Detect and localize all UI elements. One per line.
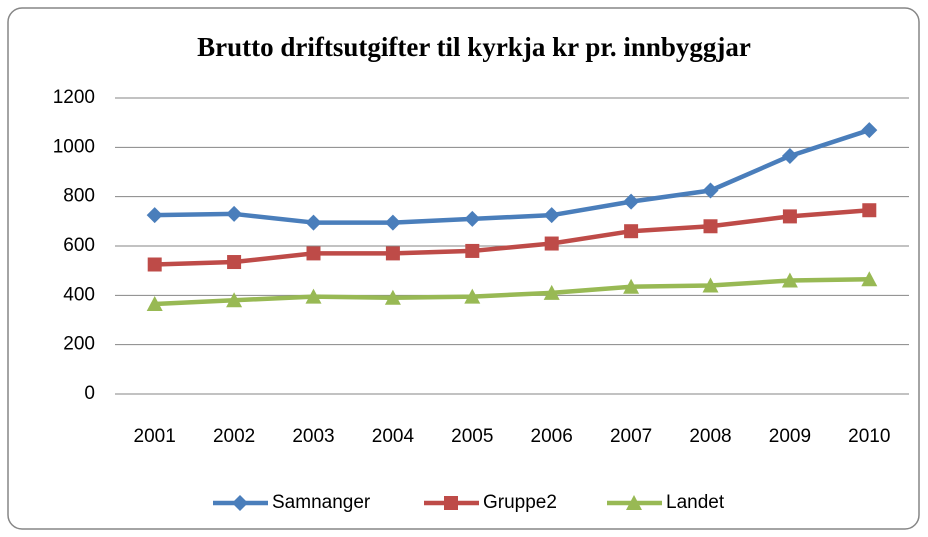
data-point — [146, 207, 163, 224]
series-line — [154, 207, 870, 267]
data-point — [146, 295, 163, 311]
legend-marker — [444, 496, 458, 510]
data-point — [543, 207, 560, 224]
data-point — [781, 272, 798, 288]
data-point — [702, 182, 719, 199]
y-tick-label: 600 — [63, 235, 95, 256]
x-tick-label: 2010 — [848, 426, 890, 447]
x-tick-label: 2009 — [769, 426, 811, 447]
data-point — [782, 209, 797, 224]
data-point — [861, 122, 878, 139]
data-point — [464, 210, 481, 227]
y-tick-label: 1200 — [53, 87, 95, 108]
data-point — [623, 193, 640, 210]
legend-label: Landet — [666, 492, 725, 513]
data-point — [384, 214, 401, 231]
x-tick-label: 2004 — [372, 426, 415, 447]
data-point — [226, 205, 243, 222]
data-point — [543, 284, 560, 300]
data-point — [306, 246, 321, 261]
x-tick-label: 2008 — [689, 426, 731, 447]
y-tick-label: 200 — [63, 334, 95, 355]
data-point — [703, 219, 718, 234]
data-point — [385, 246, 400, 261]
y-tick-label: 0 — [84, 383, 95, 404]
legend-label: Gruppe2 — [483, 492, 557, 513]
data-point — [862, 203, 877, 218]
data-point — [305, 288, 322, 304]
data-point — [384, 289, 401, 305]
data-point — [465, 243, 480, 258]
chart-border — [7, 7, 920, 530]
x-tick-label: 2002 — [213, 426, 255, 447]
x-tick-label: 2007 — [610, 426, 652, 447]
legend-label: Samnanger — [272, 492, 371, 513]
x-tick-label: 2006 — [531, 426, 573, 447]
data-point — [305, 214, 322, 231]
x-tick-label: 2005 — [451, 426, 493, 447]
y-tick-label: 1000 — [53, 136, 95, 157]
data-point — [702, 277, 719, 293]
data-point — [227, 255, 242, 270]
y-tick-label: 800 — [63, 186, 95, 207]
data-point — [147, 257, 162, 272]
chart-title: Brutto driftsutgifter til kyrkja kr pr. … — [197, 32, 751, 62]
data-point — [544, 236, 559, 251]
data-point — [464, 288, 481, 304]
data-point — [624, 224, 639, 239]
data-point — [226, 292, 243, 308]
data-point — [861, 271, 878, 287]
legend-marker — [232, 495, 248, 511]
x-tick-label: 2003 — [292, 426, 334, 447]
data-point — [781, 147, 798, 164]
series-line — [154, 277, 870, 307]
data-point — [623, 278, 640, 294]
series-line — [154, 127, 870, 225]
x-tick-label: 2001 — [134, 426, 176, 447]
legend-marker — [626, 495, 642, 510]
y-tick-label: 400 — [63, 284, 95, 305]
